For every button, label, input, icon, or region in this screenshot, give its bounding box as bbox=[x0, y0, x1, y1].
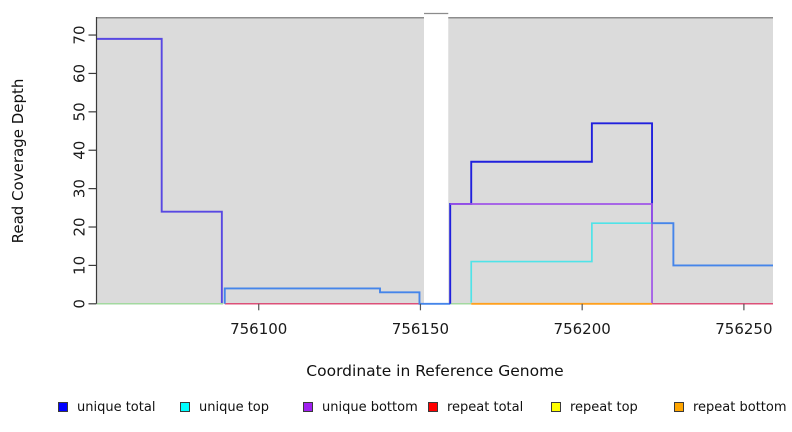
y-axis-title: Read Coverage Depth bbox=[9, 78, 27, 244]
y-tick-label: 50 bbox=[71, 102, 89, 121]
series-line-unique-bottom-over-total-left bbox=[97, 37, 223, 304]
y-tick-label: 40 bbox=[71, 141, 89, 160]
y-tick-label: 10 bbox=[71, 256, 89, 275]
x-tick-label: 756200 bbox=[554, 320, 611, 338]
series-line-unique-top-over-total-left bbox=[223, 287, 451, 305]
y-tick-label: 30 bbox=[71, 179, 89, 198]
y-tick-label: 20 bbox=[71, 217, 89, 236]
x-tick-label: 756150 bbox=[392, 320, 449, 338]
x-axis-title: Coordinate in Reference Genome bbox=[306, 362, 564, 380]
x-tick-label: 756250 bbox=[715, 320, 772, 338]
x-tick-label: 756100 bbox=[230, 320, 287, 338]
y-tick-label: 0 bbox=[71, 299, 89, 309]
series-line-unique-top-over-total-tail bbox=[652, 222, 773, 267]
y-tick-label: 70 bbox=[71, 25, 89, 44]
series-line-unique-bottom-right bbox=[450, 203, 653, 304]
no-data-gap-band bbox=[424, 13, 449, 304]
y-tick-label: 60 bbox=[71, 64, 89, 83]
series-line-unique-top-right bbox=[470, 222, 653, 303]
